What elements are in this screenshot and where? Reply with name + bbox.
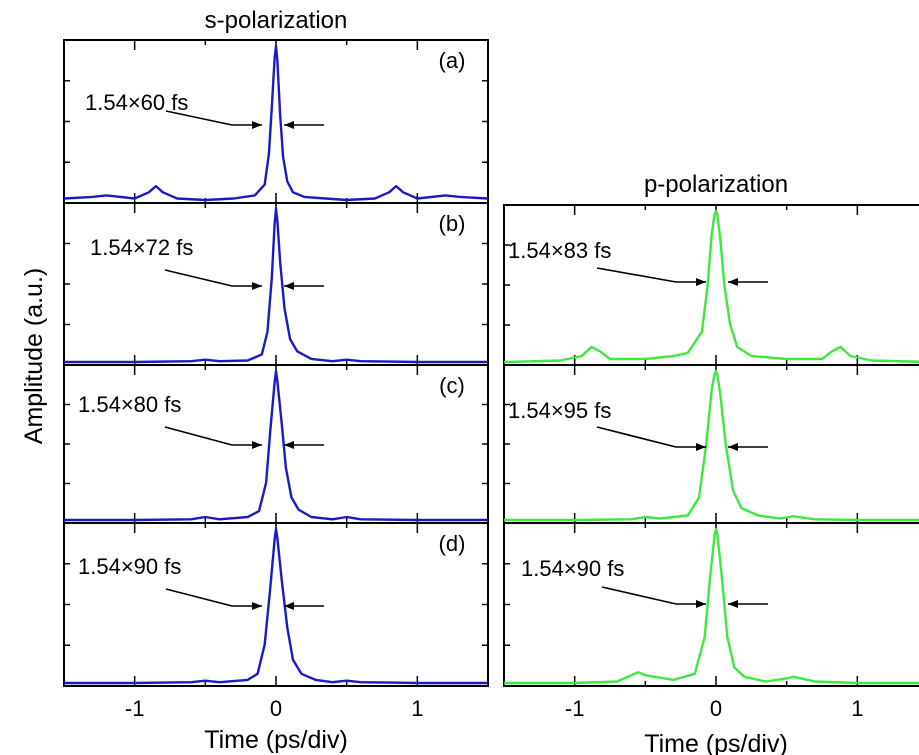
p-fwhm-arrowhead (696, 443, 706, 451)
s-fwhm-arrowhead (284, 121, 294, 129)
s-panel-frame (63, 522, 489, 687)
s-fwhm-label: 1.54×72 fs (90, 235, 193, 260)
p-panel-frame (503, 522, 919, 687)
s-trace-3 (64, 527, 488, 685)
s-x-axis-label: Time (ps/div) (204, 726, 348, 754)
s-panel-frame (63, 202, 489, 366)
p-fwhm-label: 1.54×95 fs (508, 398, 611, 423)
s-fwhm-leader (165, 110, 233, 126)
p-x-axis-label: Time (ps/div) (644, 730, 788, 755)
p-polarization-title: p-polarization (644, 171, 788, 198)
s-panel-frame (63, 364, 489, 524)
s-fwhm-arrowhead (252, 282, 262, 290)
p-fwhm-leader (596, 426, 677, 448)
s-fwhm-leader (165, 588, 233, 607)
p-fwhm-arrowhead (728, 278, 738, 286)
p-fwhm-arrowhead (728, 600, 738, 608)
s-trace-2 (64, 369, 488, 522)
p-trace-0 (503, 209, 919, 364)
s-panel-label: (c) (439, 373, 465, 398)
s-panel-label: (a) (439, 48, 466, 73)
s-fwhm-label: 1.54×60 fs (85, 90, 188, 115)
s-fwhm-arrowhead (252, 602, 262, 610)
p-x-tick-label: 1 (851, 696, 863, 721)
p-fwhm-arrowhead (728, 443, 738, 451)
s-fwhm-label: 1.54×80 fs (78, 392, 181, 417)
p-fwhm-arrowhead (696, 600, 706, 608)
s-fwhm-arrowhead (284, 282, 294, 290)
p-fwhm-arrowhead (696, 278, 706, 286)
s-panel-label: (d) (439, 531, 466, 556)
p-fwhm-label: 1.54×83 fs (508, 238, 611, 263)
s-panel-label: (b) (439, 211, 466, 236)
s-panel-frame (63, 39, 489, 204)
s-trace-1 (64, 207, 488, 364)
s-fwhm-arrowhead (252, 441, 262, 449)
s-fwhm-arrowhead (252, 121, 262, 129)
s-fwhm-leader (164, 426, 233, 446)
s-x-tick-label: -1 (125, 696, 145, 721)
s-trace-0 (63, 44, 489, 202)
s-x-tick-label: 0 (270, 696, 282, 721)
p-fwhm-leader (596, 267, 677, 283)
p-x-tick-label: 0 (710, 696, 722, 721)
s-fwhm-label: 1.54×90 fs (78, 554, 181, 579)
p-trace-1 (504, 369, 919, 522)
s-fwhm-arrowhead (284, 441, 294, 449)
s-fwhm-leader (164, 269, 233, 287)
p-x-tick-label: -1 (565, 696, 585, 721)
p-fwhm-leader (601, 586, 677, 605)
p-fwhm-label: 1.54×90 fs (521, 556, 624, 581)
s-polarization-title: s-polarization (205, 7, 348, 34)
p-trace-2 (504, 527, 919, 685)
s-fwhm-arrowhead (284, 602, 294, 610)
y-axis-label: Amplitude (a.u.) (20, 268, 48, 444)
s-x-tick-label: 1 (411, 696, 423, 721)
